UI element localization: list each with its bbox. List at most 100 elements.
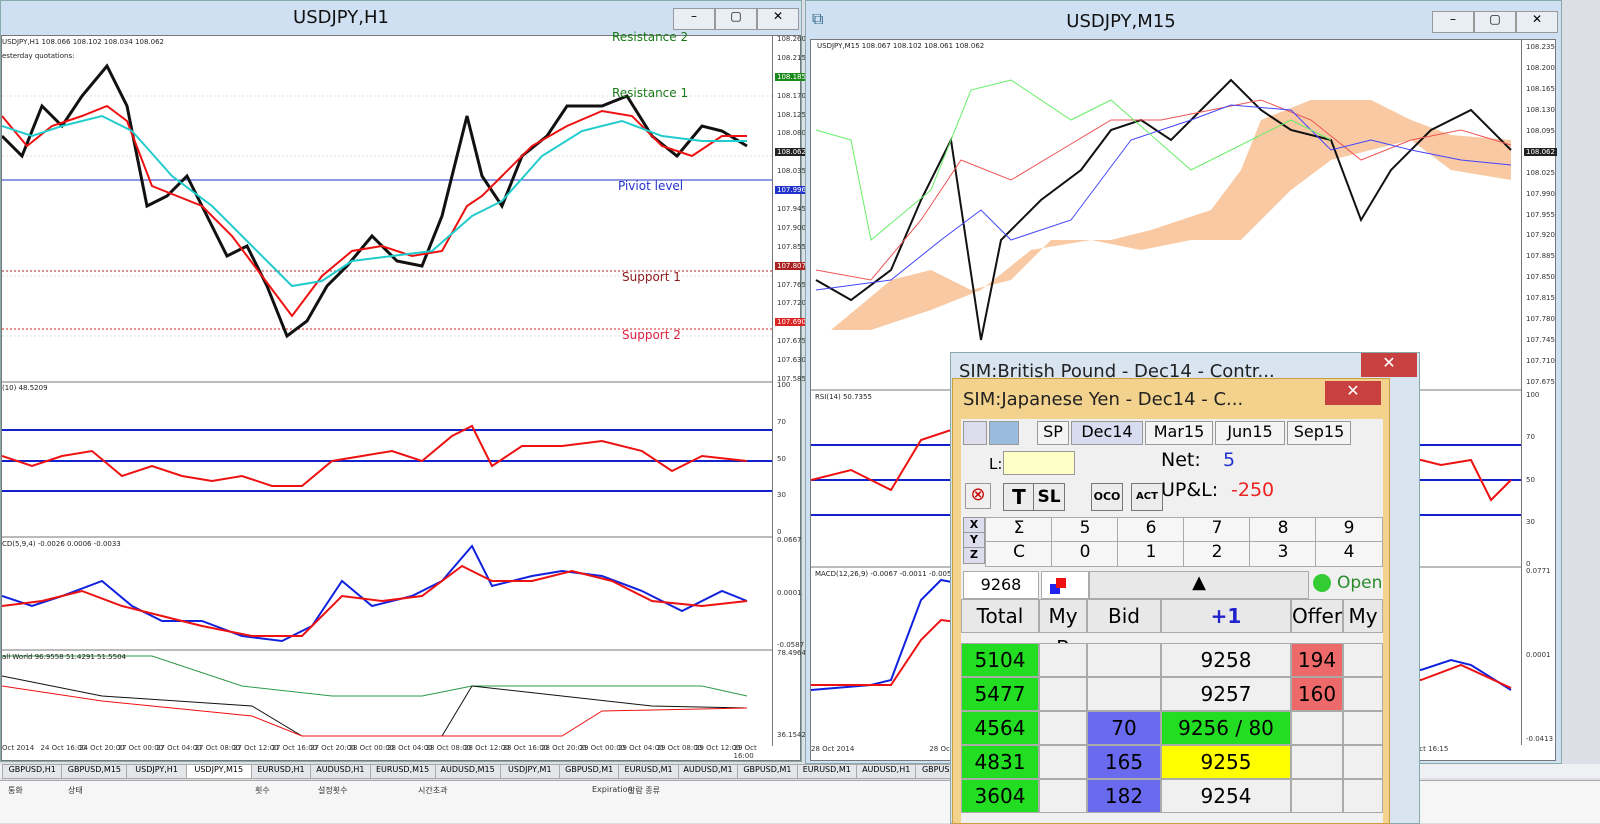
scroll-up[interactable]: ▲ xyxy=(1089,571,1309,599)
price-label: 107.815 xyxy=(1526,294,1555,303)
ladder-cell[interactable] xyxy=(1343,643,1383,677)
last-price: 9268 xyxy=(963,571,1039,599)
grid-key[interactable]: 1 xyxy=(1117,541,1185,567)
tab[interactable]: EURUSD,M1 xyxy=(796,764,857,779)
ladder-cell[interactable]: 165 xyxy=(1087,745,1161,779)
grid-key[interactable]: 5 xyxy=(1051,517,1119,543)
ladder-cell[interactable] xyxy=(1039,677,1087,711)
price-label: 108.080 xyxy=(777,129,806,138)
indicator-tick: 0.0771 xyxy=(1526,567,1551,575)
maximize[interactable]: ▢ xyxy=(1474,11,1516,33)
tab[interactable]: GBPUSD,M1 xyxy=(737,764,798,779)
tab[interactable]: USDJPY,H1 xyxy=(126,764,187,779)
ladder-cell[interactable] xyxy=(1343,711,1383,745)
grid-key[interactable]: 4 xyxy=(1315,541,1383,567)
ladder-cell[interactable] xyxy=(1039,779,1087,813)
ladder-cell[interactable]: 4564 xyxy=(961,711,1039,745)
grid-key[interactable]: 2 xyxy=(1183,541,1251,567)
tab[interactable]: EURUSD,M15 xyxy=(369,764,436,779)
upl-value: -250 xyxy=(1231,479,1275,501)
ladder-cell[interactable]: 9254 xyxy=(1161,779,1291,813)
tab[interactable]: EURUSD,M1 xyxy=(618,764,679,779)
contract-tab[interactable]: Dec14 xyxy=(1071,421,1143,445)
minimize[interactable]: – xyxy=(1432,11,1474,33)
indicator-tick: 30 xyxy=(777,491,786,500)
tab[interactable]: AUDUSD,H1 xyxy=(856,764,917,779)
ladder-cell[interactable] xyxy=(1039,711,1087,745)
grid-key[interactable]: 6 xyxy=(1117,517,1185,543)
tab[interactable]: GBPUSD,H1 xyxy=(2,764,63,779)
tab[interactable]: AUDUSD,M15 xyxy=(434,764,501,779)
ladder-cell[interactable]: 9257 xyxy=(1161,677,1291,711)
ladder-cell[interactable] xyxy=(1087,643,1161,677)
order-button[interactable]: T xyxy=(1003,483,1035,511)
ladder-cell[interactable]: 9256 / 80 xyxy=(1161,711,1291,745)
order-button[interactable]: OCO xyxy=(1091,483,1123,511)
open-indicator xyxy=(1313,574,1331,592)
close[interactable]: ✕ xyxy=(757,8,799,30)
time-label: 28 Oct 16:00 xyxy=(502,744,549,752)
ladder-cell[interactable]: 194 xyxy=(1291,643,1343,677)
grid-key[interactable]: Σ xyxy=(985,517,1053,543)
tab[interactable]: GBPUSD,M15 xyxy=(61,764,128,779)
tab[interactable]: AUDUSD,H1 xyxy=(310,764,371,779)
ladder-cell[interactable] xyxy=(1039,745,1087,779)
time-label: 27 Oct 08:00 xyxy=(194,744,241,752)
close[interactable]: ✕ xyxy=(1325,381,1381,405)
tab[interactable]: EURUSD,H1 xyxy=(250,764,312,779)
ladder-cell[interactable]: 5104 xyxy=(961,643,1039,677)
ladder-cell[interactable] xyxy=(1291,745,1343,779)
ladder-header: +1 xyxy=(1161,599,1291,633)
close[interactable]: ✕ xyxy=(1361,353,1417,377)
grid-key[interactable]: 8 xyxy=(1249,517,1317,543)
order-button[interactable]: ACT xyxy=(1131,483,1163,511)
price-label: 107.990 xyxy=(1526,189,1555,198)
ladder-cell[interactable] xyxy=(1343,779,1383,813)
indicator-tick: -0.0587 xyxy=(777,641,805,649)
grid-key[interactable]: C xyxy=(985,541,1053,567)
ladder-cell[interactable]: 9255 xyxy=(1161,745,1291,779)
ladder-cell[interactable] xyxy=(1087,677,1161,711)
tool-icon[interactable] xyxy=(963,421,987,445)
column-header: 횟수 xyxy=(255,786,270,795)
grid-key[interactable]: 9 xyxy=(1315,517,1383,543)
tab[interactable]: USDJPY,M1 xyxy=(499,764,560,779)
grid-key[interactable]: 3 xyxy=(1249,541,1317,567)
tab[interactable]: USDJPY,M15 xyxy=(185,764,252,779)
grid-key[interactable]: 0 xyxy=(1051,541,1119,567)
ladder-cell[interactable]: 70 xyxy=(1087,711,1161,745)
time-label: 28 Oct 00:00 xyxy=(348,744,395,752)
contract-tab[interactable]: SP xyxy=(1037,421,1069,445)
ladder-cell[interactable]: 4831 xyxy=(961,745,1039,779)
close[interactable]: ✕ xyxy=(1516,11,1558,33)
ladder-cell[interactable]: 5477 xyxy=(961,677,1039,711)
ladder-cell[interactable] xyxy=(1343,677,1383,711)
ladder-cell[interactable] xyxy=(1343,745,1383,779)
contract-tab[interactable]: Mar15 xyxy=(1145,421,1213,445)
contract-tab[interactable]: Jun15 xyxy=(1215,421,1285,445)
ladder-cell[interactable] xyxy=(1291,711,1343,745)
tool-icon[interactable] xyxy=(989,421,1019,445)
ladder-cell[interactable]: 3604 xyxy=(961,779,1039,813)
price-label: 107.885 xyxy=(1526,252,1555,261)
maximize[interactable]: ▢ xyxy=(715,8,757,30)
price-label: 108.062 xyxy=(1524,147,1557,156)
price-label: 107.630 xyxy=(777,356,806,365)
price-label: 107.675 xyxy=(777,337,806,346)
minimize[interactable]: – xyxy=(673,8,715,30)
grid-key[interactable]: 7 xyxy=(1183,517,1251,543)
time-label: 28 Oct 12:00 xyxy=(464,744,510,752)
ladder-cell[interactable] xyxy=(1291,779,1343,813)
tab[interactable]: GBPUSD,M1 xyxy=(559,764,620,779)
ladder-cell[interactable]: 182 xyxy=(1087,779,1161,813)
quantity-input[interactable] xyxy=(1003,451,1075,475)
indicator-tick: 78.4964 xyxy=(777,649,806,657)
order-button[interactable]: SL xyxy=(1033,483,1065,511)
ladder-cell[interactable] xyxy=(1039,643,1087,677)
tab[interactable]: AUDUSD,M1 xyxy=(677,764,739,779)
ladder-cell[interactable]: 160 xyxy=(1291,677,1343,711)
ladder-cell[interactable]: 9258 xyxy=(1161,643,1291,677)
cancel-button[interactable]: ⊗ xyxy=(965,483,991,509)
contract-tab[interactable]: Sep15 xyxy=(1287,421,1351,445)
